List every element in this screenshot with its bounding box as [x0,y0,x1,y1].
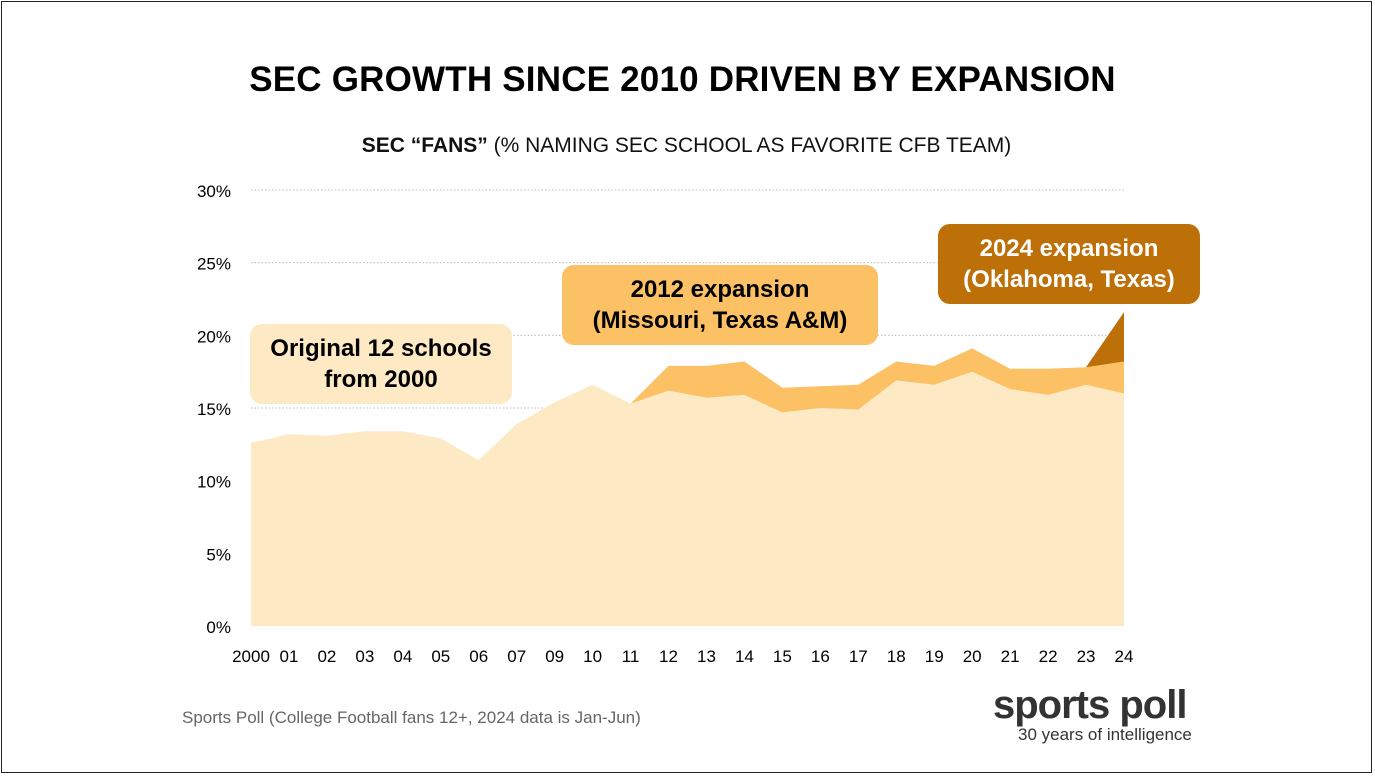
x-tick-label: 05 [431,647,450,666]
annotation-2024-expansion: 2024 expansion (Oklahoma, Texas) [938,224,1200,304]
x-tick-label: 17 [849,647,868,666]
y-tick-label: 30% [197,182,231,201]
x-tick-label: 04 [393,647,412,666]
y-tick-label: 0% [206,618,231,637]
annotation-2012-expansion: 2012 expansion (Missouri, Texas A&M) [562,265,878,345]
x-tick-label: 21 [1001,647,1020,666]
x-tick-label: 01 [279,647,298,666]
annotation-original-line2: from 2000 [324,366,438,393]
y-tick-label: 15% [197,400,231,419]
area-2012-expansion [630,348,1124,413]
y-tick-label: 20% [197,327,231,346]
area-2024-expansion [1086,312,1124,368]
x-tick-label: 16 [811,647,830,666]
x-tick-label: 12 [659,647,678,666]
brand-tagline: 30 years of intelligence [1018,725,1192,744]
area-original-schools [251,371,1124,626]
chart-title: SEC GROWTH SINCE 2010 DRIVEN BY EXPANSIO… [249,60,1116,99]
annotation-2024-line2: (Oklahoma, Texas) [963,266,1175,293]
annotation-original-line1: Original 12 schools [270,335,492,362]
subtitle-rest: (% NAMING SEC SCHOOL AS FAVORITE CFB TEA… [487,134,1012,157]
annotation-2012-line1: 2012 expansion [630,276,810,303]
annotation-2024-line1: 2024 expansion [979,235,1159,262]
chart-subtitle: SEC “FANS” (% NAMING SEC SCHOOL AS FAVOR… [0,134,1373,158]
x-tick-label: 19 [925,647,944,666]
x-tick-label: 06 [469,647,488,666]
x-tick-label: 13 [697,647,716,666]
x-tick-label: 10 [583,647,602,666]
subtitle-bold: SEC “FANS” [361,134,488,157]
y-tick-label: 5% [206,545,231,564]
x-tick-label: 22 [1039,647,1058,666]
x-tick-label: 14 [735,647,754,666]
x-tick-label: 15 [773,647,792,666]
x-tick-label: 03 [355,647,374,666]
source-note: Sports Poll (College Football fans 12+, … [182,708,641,727]
x-tick-label: 11 [622,647,640,666]
x-tick-label: 20 [963,647,982,666]
y-tick-label: 25% [197,255,231,274]
x-tick-label: 24 [1115,647,1134,666]
x-tick-label: 09 [545,647,564,666]
annotation-2012-line2: (Missouri, Texas A&M) [592,307,848,334]
x-tick-label: 18 [887,647,906,666]
x-tick-label: 23 [1077,647,1096,666]
x-tick-label: 2000 [232,647,270,666]
x-tick-label: 07 [507,647,526,666]
brand-logo: sports poll [993,683,1187,727]
x-tick-label: 02 [317,647,336,666]
y-tick-label: 10% [197,473,231,492]
annotation-original-schools: Original 12 schools from 2000 [250,324,512,404]
